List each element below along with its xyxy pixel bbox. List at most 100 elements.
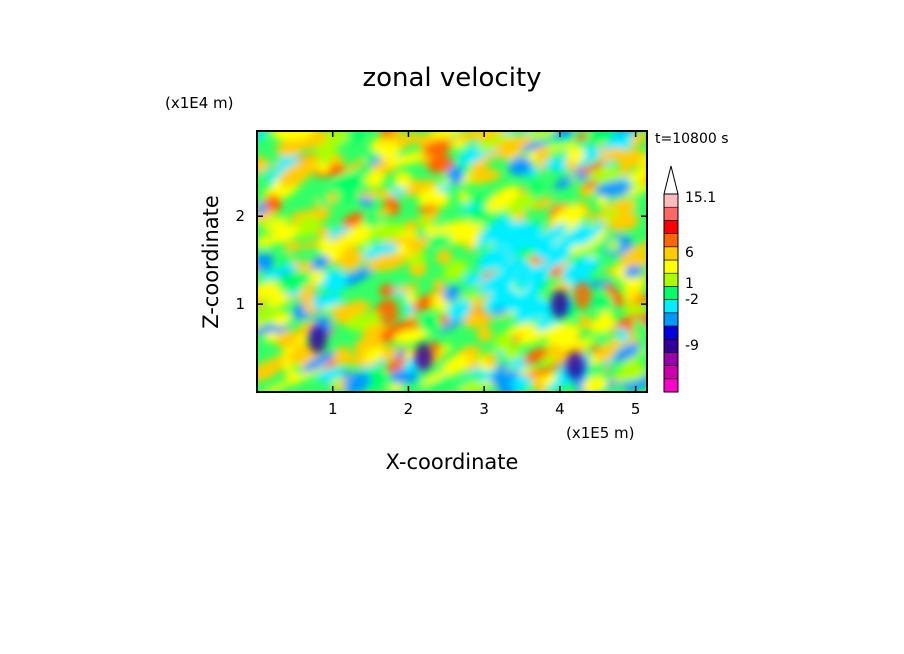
field-blob — [262, 216, 289, 233]
field-blob — [514, 296, 545, 324]
chart-title: zonal velocity — [362, 63, 541, 93]
field-blob — [311, 255, 330, 271]
field-blob — [443, 260, 468, 281]
field-blob — [532, 196, 554, 210]
field-blob — [581, 375, 609, 392]
field-blob — [493, 362, 509, 373]
field-blob — [276, 270, 312, 291]
field-blob — [491, 135, 525, 151]
field-blob — [317, 191, 329, 207]
field-blob — [592, 295, 616, 312]
field-blob — [614, 370, 646, 383]
field-blob — [316, 144, 337, 163]
field-blobs — [257, 131, 647, 392]
field-blob — [317, 163, 331, 174]
field-blob — [260, 263, 299, 280]
field-blob — [516, 330, 549, 346]
field-blob — [612, 343, 641, 362]
field-blob — [364, 170, 386, 188]
field-blob — [377, 142, 401, 160]
field-blob — [627, 131, 647, 147]
field-blob — [476, 326, 493, 342]
field-blob — [493, 333, 514, 353]
colorbar-swatch — [663, 325, 679, 340]
field-blob — [586, 213, 599, 221]
field-blob — [513, 211, 528, 222]
colorbar-swatch — [663, 312, 679, 327]
field-blob — [450, 139, 468, 149]
field-blob — [409, 252, 426, 266]
field-blob — [402, 179, 437, 197]
field-blob — [587, 131, 616, 145]
field-blob — [470, 159, 489, 172]
field-blob — [316, 367, 343, 382]
colorbar-label: -9 — [685, 338, 699, 354]
field-blob — [485, 352, 497, 368]
field-blob — [370, 371, 384, 386]
field-blob — [385, 151, 426, 167]
colorbar-label: -2 — [685, 292, 699, 308]
field-blob — [441, 354, 470, 376]
field-blob — [419, 315, 441, 333]
field-blob — [447, 300, 472, 321]
x-tick-label: 1 — [328, 400, 338, 418]
field-blob — [403, 220, 419, 233]
x-axis-label: X-coordinate — [386, 450, 519, 474]
field-blob — [477, 249, 499, 268]
field-blob — [552, 205, 586, 227]
field-blob — [469, 168, 501, 183]
field-blob — [301, 152, 318, 164]
field-feature — [566, 351, 585, 380]
field-blob — [505, 324, 538, 336]
field-blob — [257, 236, 275, 248]
field-blob — [350, 312, 386, 329]
field-blob — [619, 240, 647, 263]
colorbar-swatch — [663, 338, 679, 353]
colorbar-swatch — [663, 378, 679, 393]
field-blob — [622, 275, 645, 293]
field-blob — [270, 224, 299, 244]
field-blob — [497, 383, 516, 392]
field-blob — [390, 368, 420, 385]
colorbar-label: 6 — [685, 245, 694, 261]
field-blob — [632, 318, 645, 337]
field-blob — [594, 171, 623, 182]
field-blob — [257, 131, 267, 142]
heatmap-field — [257, 131, 647, 392]
field-blob — [609, 215, 622, 233]
field-blob — [424, 224, 439, 238]
field-blob — [403, 302, 414, 315]
field-blob — [555, 325, 581, 347]
field-blob — [327, 275, 348, 293]
field-blob — [578, 162, 606, 175]
colorbar-frame — [663, 193, 679, 393]
field-feature — [573, 281, 592, 310]
field-blob — [275, 139, 305, 157]
field-blob — [436, 219, 473, 235]
field-features — [308, 263, 592, 380]
field-blob — [321, 235, 355, 259]
field-blob — [407, 236, 429, 255]
field-blob — [347, 224, 373, 246]
field-blob — [437, 344, 452, 355]
field-feature — [550, 290, 569, 319]
field-feature — [414, 342, 433, 371]
field-blob — [298, 287, 316, 303]
field-blob — [525, 167, 541, 178]
time-label: t=10800 s — [655, 131, 729, 147]
field-blob — [343, 372, 371, 392]
colorbar-swatch — [663, 206, 679, 221]
field-blob — [463, 272, 485, 286]
field-blob — [484, 290, 507, 312]
field-blob — [363, 346, 384, 363]
colorbar-label: 15.1 — [685, 190, 716, 206]
field-blob — [512, 222, 543, 251]
field-blob — [598, 331, 620, 345]
field-blob — [539, 250, 566, 274]
field-blob — [455, 380, 485, 392]
colorbar-swatch — [663, 286, 679, 300]
field-blob — [585, 362, 607, 376]
field-blob — [265, 194, 282, 213]
field-blob — [369, 223, 406, 240]
y-axis-label: Z-coordinate — [199, 195, 223, 329]
